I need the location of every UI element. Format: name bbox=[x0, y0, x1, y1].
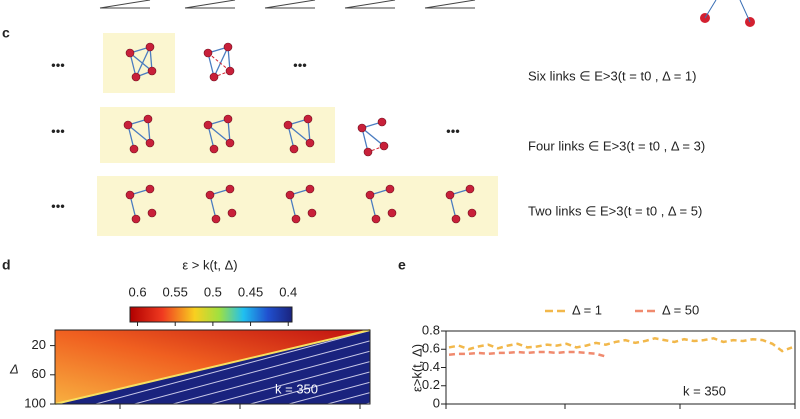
colorbar-tick-label: 0.5 bbox=[204, 284, 222, 299]
node bbox=[223, 114, 233, 124]
edge bbox=[287, 124, 311, 144]
ellipsis: ••• bbox=[51, 198, 65, 213]
node bbox=[377, 117, 387, 127]
colorbar-tick-label: 0.4 bbox=[279, 284, 297, 299]
edge bbox=[127, 124, 151, 144]
edge bbox=[213, 46, 229, 78]
node bbox=[467, 208, 477, 218]
y-axis-label: ε>k(t, Δ) bbox=[409, 344, 424, 392]
highlight bbox=[97, 176, 498, 236]
node bbox=[205, 190, 215, 200]
node bbox=[291, 214, 301, 224]
y-tick-label: 0.4 bbox=[422, 359, 440, 374]
node bbox=[305, 184, 315, 194]
edge bbox=[129, 52, 153, 72]
node bbox=[203, 120, 213, 130]
node bbox=[451, 214, 461, 224]
node bbox=[303, 114, 313, 124]
node bbox=[445, 190, 455, 200]
node bbox=[465, 184, 475, 194]
node bbox=[371, 214, 381, 224]
y-tick-label: 0.6 bbox=[422, 341, 440, 356]
y-tick-label: 0 bbox=[433, 395, 440, 410]
node bbox=[307, 208, 317, 218]
highlight bbox=[100, 107, 335, 163]
legend-label: Δ = 1 bbox=[572, 302, 602, 317]
node bbox=[203, 48, 213, 58]
y-tick-label: 0.2 bbox=[422, 377, 440, 392]
node bbox=[379, 141, 389, 151]
edge bbox=[361, 127, 385, 147]
node bbox=[387, 208, 397, 218]
node bbox=[125, 190, 135, 200]
caption: Two links ∈ E>3(t = t0 , Δ = 5) bbox=[528, 203, 702, 218]
node bbox=[223, 42, 233, 52]
top-boxes bbox=[99, 0, 755, 27]
node bbox=[209, 144, 219, 154]
y-tick-label: 100 bbox=[24, 395, 46, 410]
colorbar bbox=[129, 306, 293, 323]
y-tick-label: 60 bbox=[32, 366, 46, 381]
node bbox=[225, 66, 235, 76]
node bbox=[357, 123, 367, 133]
node bbox=[147, 208, 157, 218]
node bbox=[285, 190, 295, 200]
panel-label: d bbox=[2, 257, 11, 273]
panel-label: e bbox=[398, 257, 406, 273]
node bbox=[145, 42, 155, 52]
colorbar-title: ε > k(t, Δ) bbox=[182, 257, 237, 272]
ellipsis: ••• bbox=[51, 57, 65, 72]
node bbox=[123, 120, 133, 130]
node bbox=[289, 144, 299, 154]
node bbox=[211, 214, 221, 224]
y-tick-label: 0.8 bbox=[422, 322, 440, 337]
node bbox=[363, 147, 373, 157]
node bbox=[131, 72, 141, 82]
node bbox=[145, 138, 155, 148]
line-series bbox=[448, 337, 793, 353]
heatmap bbox=[54, 329, 371, 405]
highlight bbox=[103, 33, 175, 93]
colorbar-tick-label: 0.6 bbox=[128, 284, 146, 299]
caption: Six links ∈ E>3(t = t0 , Δ = 1) bbox=[528, 68, 697, 83]
annotation: k = 350 bbox=[275, 381, 318, 396]
node bbox=[147, 66, 157, 76]
node bbox=[145, 184, 155, 194]
node bbox=[385, 184, 395, 194]
ellipsis: ••• bbox=[51, 123, 65, 138]
line-series bbox=[448, 350, 607, 358]
colorbar-tick-label: 0.55 bbox=[163, 284, 188, 299]
legend-label: Δ = 50 bbox=[662, 302, 699, 317]
node bbox=[129, 144, 139, 154]
edge bbox=[207, 124, 231, 144]
node bbox=[225, 184, 235, 194]
y-tick-label: 20 bbox=[32, 337, 46, 352]
node bbox=[305, 138, 315, 148]
node bbox=[209, 72, 219, 82]
edge bbox=[135, 46, 151, 78]
ellipsis: ••• bbox=[293, 57, 307, 72]
node bbox=[131, 214, 141, 224]
node bbox=[227, 208, 237, 218]
node bbox=[125, 48, 135, 58]
node bbox=[225, 138, 235, 148]
node bbox=[365, 190, 375, 200]
node bbox=[283, 120, 293, 130]
colorbar-tick-label: 0.45 bbox=[238, 284, 263, 299]
caption: Four links ∈ E>3(t = t0 , Δ = 3) bbox=[528, 138, 705, 153]
node bbox=[143, 114, 153, 124]
ellipsis: ••• bbox=[446, 123, 460, 138]
panel-label: c bbox=[2, 25, 10, 41]
annotation: k = 350 bbox=[683, 383, 726, 398]
y-axis-label: Δ bbox=[9, 361, 19, 376]
